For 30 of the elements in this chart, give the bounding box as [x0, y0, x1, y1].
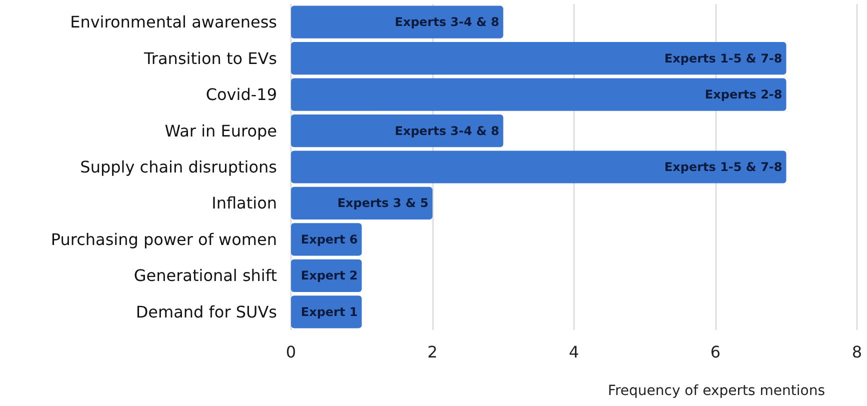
- y-tick-label: War in Europe: [164, 121, 277, 140]
- bar: [291, 78, 786, 111]
- y-tick-label: Generational shift: [134, 266, 277, 286]
- data-label: Experts 3-4 & 8: [394, 15, 500, 30]
- bar: [291, 150, 786, 184]
- bar: [291, 186, 432, 220]
- data-label: Expert 1: [300, 304, 358, 319]
- data-label: Experts 1-5 & 7-8: [664, 160, 782, 174]
- x-tick-label: 8: [852, 342, 862, 362]
- y-tick-label: Covid-19: [206, 85, 277, 104]
- y-tick-label: Demand for SUVs: [136, 302, 277, 322]
- bar: [291, 42, 786, 75]
- data-label: Experts 3-4 & 8: [394, 124, 500, 138]
- bar: [291, 6, 504, 38]
- data-label: Expert 2: [300, 268, 358, 283]
- x-tick-label: 6: [710, 342, 721, 362]
- y-tick-label: Transition to EVs: [143, 48, 277, 68]
- y-tick-label: Environmental awareness: [70, 12, 277, 32]
- x-tick-label: 0: [286, 342, 296, 362]
- data-label: Expert 6: [300, 232, 358, 246]
- data-label: Experts 1-5 & 7-8: [664, 51, 782, 66]
- x-axis-title: Frequency of experts mentions: [608, 383, 826, 399]
- y-tick-label: Supply chain disruptions: [80, 158, 277, 176]
- bar: [291, 114, 504, 148]
- x-tick-label: 4: [568, 342, 580, 362]
- y-tick-label: Purchasing power of women: [50, 230, 277, 249]
- y-tick-label: Inflation: [212, 194, 277, 213]
- x-tick-label: 2: [427, 342, 438, 362]
- data-label: Experts 3 & 5: [337, 196, 428, 210]
- data-label: Experts 2-8: [704, 88, 782, 102]
